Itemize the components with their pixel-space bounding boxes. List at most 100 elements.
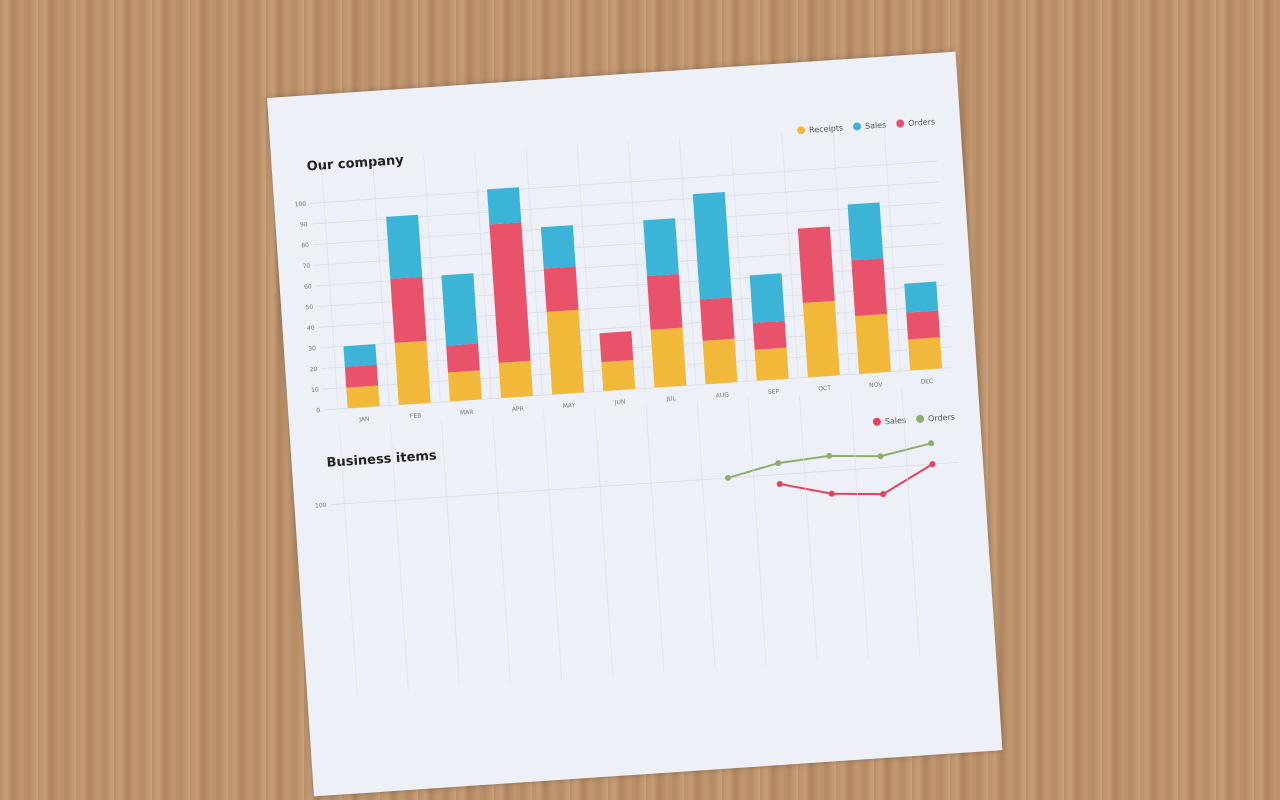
bar-segment [643,218,679,277]
grid-line-v [747,398,767,666]
bar-segment [797,226,835,303]
grid-line-v [730,134,748,382]
x-tick-label: OCT [818,385,831,393]
bar-segment [487,187,522,225]
bar-segment [540,225,576,269]
y-tick-label: 0 [316,407,320,414]
legend-swatch [797,126,806,135]
y-tick-label: 10 [311,386,319,394]
bar-segment [646,273,683,330]
bar-segment [447,370,482,402]
bar-segment [543,266,579,312]
x-tick-label: JAN [358,416,370,424]
y-tick-label: 50 [305,304,313,312]
y-tick-label: 70 [303,263,311,271]
x-tick-label: DEC [920,378,933,386]
bar-segment [390,276,427,343]
x-tick-label: MAR [460,409,474,417]
bar-segment [650,327,687,388]
line-point [775,460,782,467]
line-point [877,453,884,460]
grid-line-v [423,155,441,403]
grid-line-v [799,394,818,663]
legend-swatch [853,122,862,131]
bar-segment [702,338,738,385]
grid-line-v [492,415,511,683]
bar-segment [802,300,840,378]
grid-line-v [474,152,492,399]
x-tick-label: FEB [410,412,422,420]
grid-line-v [594,408,614,677]
bar-segment [344,364,379,388]
y-tick-label: 60 [304,283,312,291]
x-tick-label: JUN [614,399,626,407]
bar-segment [343,344,377,367]
legend-label: Orders [928,413,955,424]
bar-segment [754,347,789,381]
grid-line-v [781,131,799,378]
legend-label: Receipts [809,123,844,134]
bar-segment [446,343,480,373]
legend-swatch [916,414,925,423]
grid-line-v [627,141,646,389]
y-tick-label: 100 [315,502,327,510]
y-tick-label: 40 [307,325,315,333]
line-point [776,480,783,487]
legend-label: Sales [885,416,907,426]
bar-segment [498,360,533,398]
bar-segment [346,385,380,409]
line-point [928,440,935,447]
line-point [724,474,731,481]
grid-line-v [850,391,869,659]
y-tick-label: 30 [308,345,316,353]
bar-segment [546,309,585,395]
grid-line-v [901,388,921,656]
legend-swatch [896,119,905,128]
bar-segment [908,337,943,371]
grid-line [330,462,959,506]
bar-segment [599,331,634,363]
chart-title: Our company [306,153,405,175]
bar-segment [855,313,891,374]
y-tick-label: 80 [301,242,309,250]
legend-label: Sales [865,120,887,130]
y-tick-label: 100 [295,201,307,209]
grid-line-v [525,148,543,396]
grid-line-v [696,401,716,670]
bar-segment [692,192,732,300]
y-tick-label: 20 [309,366,317,374]
bar-segment [752,320,787,350]
chart: Our company Orders Sales Receipts 0 10 20 30 40 5… [295,117,959,694]
bar-segment [851,258,888,317]
line-point [929,461,936,468]
paper: Our company Orders Sales Receipts 0 10 20 30 40 5… [267,51,1003,797]
bar-segment [601,360,636,392]
grid-line-v [543,412,563,680]
bar-segment [441,273,479,346]
bar-segment [847,202,884,261]
grid-line-v [441,418,460,687]
line [727,442,932,479]
x-tick-label: AUG [716,392,730,400]
bar-segment [906,310,940,340]
legend-label: Orders [908,117,935,128]
grid-line-v [832,128,850,375]
x-tick-label: JUL [665,395,677,403]
chart-title: Business items [326,448,437,470]
grid-line-v [372,159,390,406]
line-point [880,491,887,498]
bar-segment [699,297,735,341]
bar-segment [394,340,431,405]
x-tick-label: APR [512,405,524,413]
grid-line-v [576,145,595,392]
x-tick-label: NOV [869,381,884,389]
legend-swatch [872,417,881,426]
grid-line-v [679,138,697,385]
bar-segment [386,214,423,279]
grid-line-v [645,405,665,673]
x-tick-label: MAY [563,402,576,410]
grid-line-v [321,162,339,409]
line-point [826,452,833,459]
line-point [828,490,835,497]
